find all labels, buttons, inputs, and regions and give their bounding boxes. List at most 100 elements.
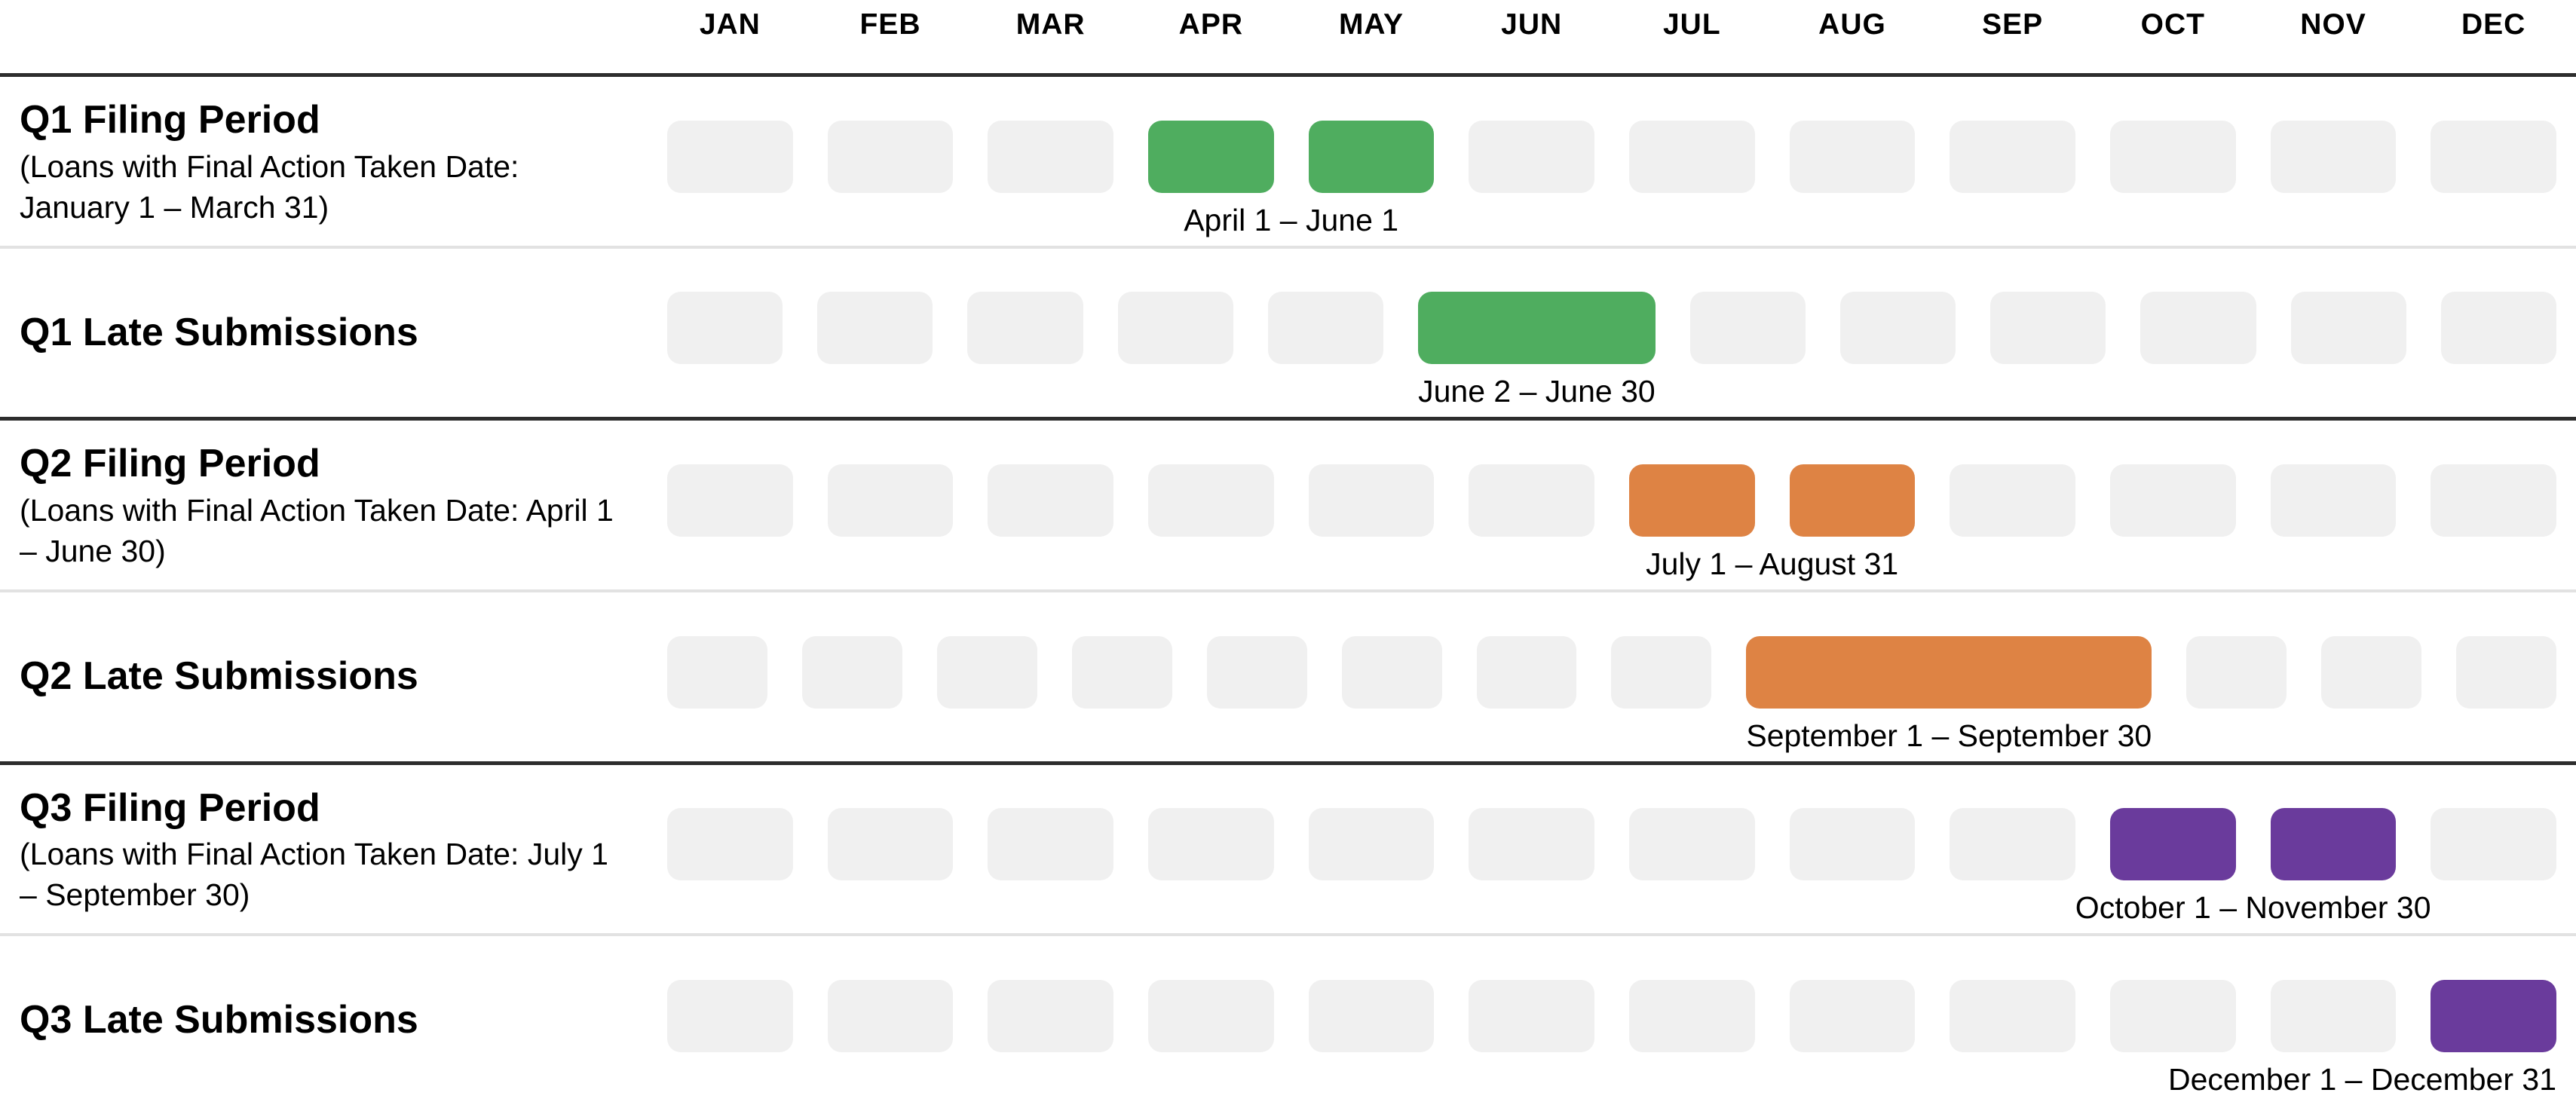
row-title: Q3 Filing Period [20, 785, 320, 830]
row-label: Q1 Late Submissions [0, 249, 667, 418]
month-label: JUL [1662, 8, 1721, 41]
month-pill [1148, 808, 1274, 881]
month-pill [1789, 980, 1916, 1053]
month-label: SEP [1982, 8, 2044, 41]
month-pill [988, 464, 1113, 537]
month-pill [1308, 464, 1435, 537]
month-pill [1990, 292, 2106, 365]
month-pill [2270, 980, 2397, 1053]
month-pill [2431, 464, 2556, 537]
month-pill [827, 808, 954, 881]
month-pill [988, 120, 1113, 193]
month-pill [1148, 980, 1274, 1053]
month-pill [1950, 120, 2075, 193]
month-pill [1839, 292, 1956, 365]
row-subtitle: (Loans with Final Action Taken Date: Jul… [20, 837, 608, 913]
month-pill [2456, 635, 2556, 709]
month-pill [1950, 980, 2075, 1053]
month-label: APR [1178, 8, 1243, 41]
month-pill [1469, 464, 1594, 537]
month-pill [827, 120, 954, 193]
timeline-row: Q2 Late Submissions September 1 – Septem… [0, 592, 2576, 765]
row-label: Q2 Late Submissions [0, 592, 667, 761]
row-subtitle: (Loans with Final Action Taken Date: Apr… [20, 492, 614, 568]
active-month-pill [2110, 808, 2236, 881]
timeline-rows: Q1 Filing Period (Loans with Final Actio… [0, 77, 2576, 1105]
active-month-pill [1418, 292, 1656, 365]
month-pill [2110, 980, 2236, 1053]
month-label: NOV [2300, 8, 2366, 41]
month-pill [2140, 292, 2256, 365]
month-header-row: JAN FEB MAR APR MAY JUN JUL AUG SEP OCT NOV DEC [0, 0, 2576, 77]
month-pill [817, 292, 933, 365]
month-pill [2110, 464, 2236, 537]
month-pill [2270, 120, 2397, 193]
month-pill [1267, 292, 1384, 365]
active-month-pill [1789, 464, 1916, 537]
month-pill [1469, 120, 1594, 193]
month-label: OCT [2140, 8, 2205, 41]
month-label: FEB [859, 8, 921, 41]
row-label: Q2 Filing Period (Loans with Final Actio… [0, 421, 667, 589]
month-pill [967, 292, 1083, 365]
timeline-row: Q1 Filing Period (Loans with Final Actio… [0, 77, 2576, 249]
month-pill [1469, 808, 1594, 881]
row-track: June 2 – June 30 [667, 249, 2576, 418]
month-pill [988, 980, 1113, 1053]
month-header-grid: JAN FEB MAR APR MAY JUN JUL AUG SEP OCT NOV DEC [667, 8, 2576, 41]
row-label: Q1 Filing Period (Loans with Final Actio… [0, 77, 667, 246]
row-title: Q1 Late Submissions [20, 310, 418, 354]
row-subtitle: (Loans with Final Action Taken Date: Jan… [20, 148, 519, 225]
row-track: October 1 – November 30 [667, 765, 2576, 934]
month-pill [667, 292, 783, 365]
month-pill [1789, 120, 1916, 193]
date-range-label: June 2 – June 30 [1418, 374, 1656, 409]
date-range-label: July 1 – August 31 [1646, 546, 1899, 582]
month-pill [988, 808, 1113, 881]
row-title: Q2 Late Submissions [20, 654, 418, 699]
month-pill [667, 808, 793, 881]
month-pill [1629, 808, 1755, 881]
row-title: Q1 Filing Period [20, 97, 320, 142]
month-label: AUG [1818, 8, 1886, 41]
timeline-row: Q3 Filing Period (Loans with Final Actio… [0, 765, 2576, 937]
date-range-label: April 1 – June 1 [1184, 202, 1399, 237]
month-pill [1308, 980, 1435, 1053]
month-pill [667, 635, 767, 709]
timeline-row: Q1 Late Submissions June 2 – June 30 [0, 249, 2576, 421]
month-pill [2270, 464, 2397, 537]
month-pill [1629, 980, 1755, 1053]
timeline-row: Q2 Filing Period (Loans with Final Actio… [0, 421, 2576, 593]
month-pill [1629, 120, 1755, 193]
month-label: MAR [1015, 8, 1086, 41]
month-pill [1206, 635, 1307, 709]
month-pill [1789, 808, 1916, 881]
month-pill [1950, 808, 2075, 881]
month-pill [1689, 292, 1806, 365]
row-track: July 1 – August 31 [667, 421, 2576, 589]
active-month-pill [2431, 980, 2556, 1053]
month-pill [2431, 808, 2556, 881]
row-label: Q3 Late Submissions [0, 936, 667, 1105]
month-pill [667, 120, 793, 193]
active-month-pill [2270, 808, 2397, 881]
month-pill [1341, 635, 1442, 709]
date-range-label: September 1 – September 30 [1746, 718, 2152, 753]
month-pill [667, 980, 793, 1053]
month-pill [2110, 120, 2236, 193]
month-pill [827, 464, 954, 537]
month-pill [1469, 980, 1594, 1053]
active-month-pill [1629, 464, 1755, 537]
month-pill [801, 635, 902, 709]
row-title: Q2 Filing Period [20, 442, 320, 486]
month-label: MAY [1338, 8, 1404, 41]
month-pill [936, 635, 1037, 709]
date-range-label: December 1 – December 31 [2167, 1062, 2556, 1097]
month-pill [1117, 292, 1233, 365]
row-track: April 1 – June 1 [667, 77, 2576, 246]
month-pill [2440, 292, 2556, 365]
row-title: Q3 Late Submissions [20, 998, 418, 1042]
month-pill [1071, 635, 1172, 709]
month-label: DEC [2461, 8, 2526, 41]
